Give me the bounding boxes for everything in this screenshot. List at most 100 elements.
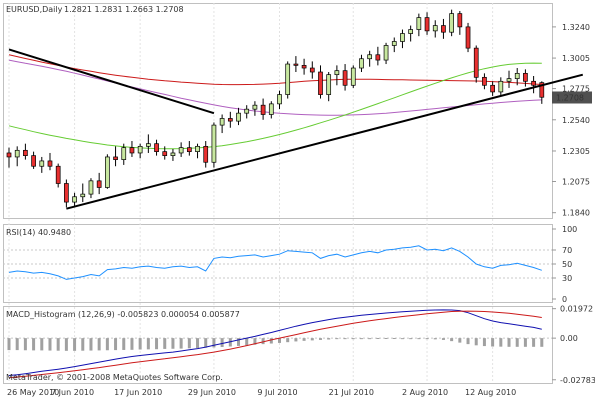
candle-body — [55, 165, 61, 184]
candle-body — [473, 47, 479, 78]
candle-body — [39, 160, 45, 167]
candle-body — [318, 71, 323, 95]
macd-histogram-bar — [146, 338, 150, 350]
macd-histogram-bar — [204, 338, 208, 348]
price-tick-label: 1.1840 — [562, 209, 590, 218]
rsi-tick-label: 100 — [562, 225, 577, 234]
macd-histogram-bar — [73, 338, 77, 351]
macd-histogram-bar — [97, 338, 101, 351]
macd-histogram-bar — [482, 338, 486, 347]
macd-histogram-bar — [335, 338, 339, 340]
candle-body — [14, 149, 20, 158]
candle-body — [490, 84, 495, 93]
candle-body — [523, 72, 528, 82]
macd-histogram-bar — [220, 338, 224, 347]
macd-histogram-bar — [327, 338, 331, 340]
candle-body — [178, 147, 184, 154]
macd-histogram-bar — [163, 338, 167, 349]
macd-histogram-bar — [122, 338, 126, 350]
ma-green-line — [8, 62, 542, 150]
macd-histogram-bar — [425, 338, 429, 340]
x-tick-label: 9 Jul 2010 — [257, 388, 297, 397]
macd-histogram-bar — [261, 338, 265, 345]
macd-histogram-bar — [212, 338, 216, 348]
x-tick-label: 12 Aug 2010 — [465, 388, 516, 397]
candle-body — [260, 104, 266, 115]
candle-body — [424, 17, 430, 32]
macd-histogram-bar — [294, 338, 298, 342]
macd-histogram-bar — [179, 338, 183, 349]
candle-body — [252, 104, 258, 110]
candle-body — [334, 70, 340, 76]
candle-body — [23, 149, 28, 156]
rsi-line — [8, 245, 542, 280]
macd-histogram-bar — [81, 338, 85, 351]
candle-body — [96, 180, 102, 188]
copyright-label: MetaTrader, © 2001-2008 MetaQuotes Softw… — [6, 373, 223, 382]
macd-histogram-bar — [105, 338, 109, 351]
x-tick-label: 2 Aug 2010 — [402, 388, 448, 397]
price-tick-label: 1.3240 — [562, 23, 590, 32]
candle-body — [244, 108, 250, 114]
ma-violet-line — [8, 59, 542, 116]
macd-histogram-bar — [40, 338, 44, 351]
rsi-panel-frame — [3, 224, 553, 303]
candle-body — [359, 58, 364, 69]
macd-tick-label: -0.02783 — [560, 376, 595, 385]
macd-histogram-bar — [196, 338, 200, 349]
trendline — [66, 73, 584, 210]
macd-tick-label: 0.01972 — [560, 305, 593, 314]
candle-body — [482, 76, 487, 86]
macd-histogram-bar — [491, 338, 495, 347]
macd-histogram-bar — [253, 338, 257, 345]
macd-histogram-bar — [523, 338, 527, 347]
rsi-label: RSI(14) 40.9480 — [6, 228, 71, 237]
macd-histogram-bar — [466, 338, 470, 345]
candle-body — [47, 160, 53, 167]
macd-histogram-bar — [237, 338, 241, 346]
ohlc-label: 1.2821 1.2831 1.2663 1.2708 — [64, 5, 184, 14]
candle-body — [277, 94, 282, 105]
macd-histogram-bar — [409, 338, 413, 340]
candle-body — [514, 72, 520, 79]
macd-histogram-bar — [392, 337, 396, 339]
macd-histogram-bar — [187, 338, 191, 349]
macd-histogram-bar — [15, 338, 19, 351]
current-price-box — [552, 91, 592, 104]
macd-histogram-bar — [23, 338, 27, 351]
price-tick-label: 1.2775 — [562, 85, 590, 94]
candle-body — [432, 25, 438, 32]
macd-histogram-bar — [89, 338, 93, 351]
candle-body — [416, 17, 422, 30]
macd-histogram-bar — [458, 338, 462, 343]
candle-body — [441, 25, 446, 33]
candle-body — [64, 183, 69, 203]
candle-body — [342, 70, 348, 86]
x-tick-label: 21 Jul 2010 — [329, 388, 374, 397]
candle-body — [236, 112, 241, 122]
candle-body — [408, 29, 414, 34]
macd-signal-line — [8, 310, 542, 379]
candle-body — [195, 145, 200, 152]
candle-body — [121, 147, 127, 160]
candle-body — [227, 118, 233, 122]
candle-body — [105, 156, 110, 188]
candle-body — [301, 65, 307, 69]
macd-tick-label: 0.00 — [560, 334, 578, 343]
candle-body — [457, 13, 463, 28]
trendline — [8, 48, 215, 115]
macd-histogram-bar — [450, 338, 454, 342]
candle-body — [203, 145, 209, 163]
x-tick-label: 7 Jun 2010 — [51, 388, 94, 397]
macd-histogram-bar — [351, 338, 355, 340]
candle-body — [6, 152, 12, 158]
candle-body — [293, 63, 299, 66]
macd-histogram-bar — [269, 338, 273, 344]
rsi-tick-label: 30 — [562, 274, 572, 283]
candle-body — [88, 180, 94, 195]
macd-histogram-bar — [441, 338, 445, 340]
macd-histogram-bar — [302, 338, 306, 341]
current-price-label: 1.2708 — [556, 93, 584, 102]
macd-histogram-bar — [376, 337, 380, 339]
